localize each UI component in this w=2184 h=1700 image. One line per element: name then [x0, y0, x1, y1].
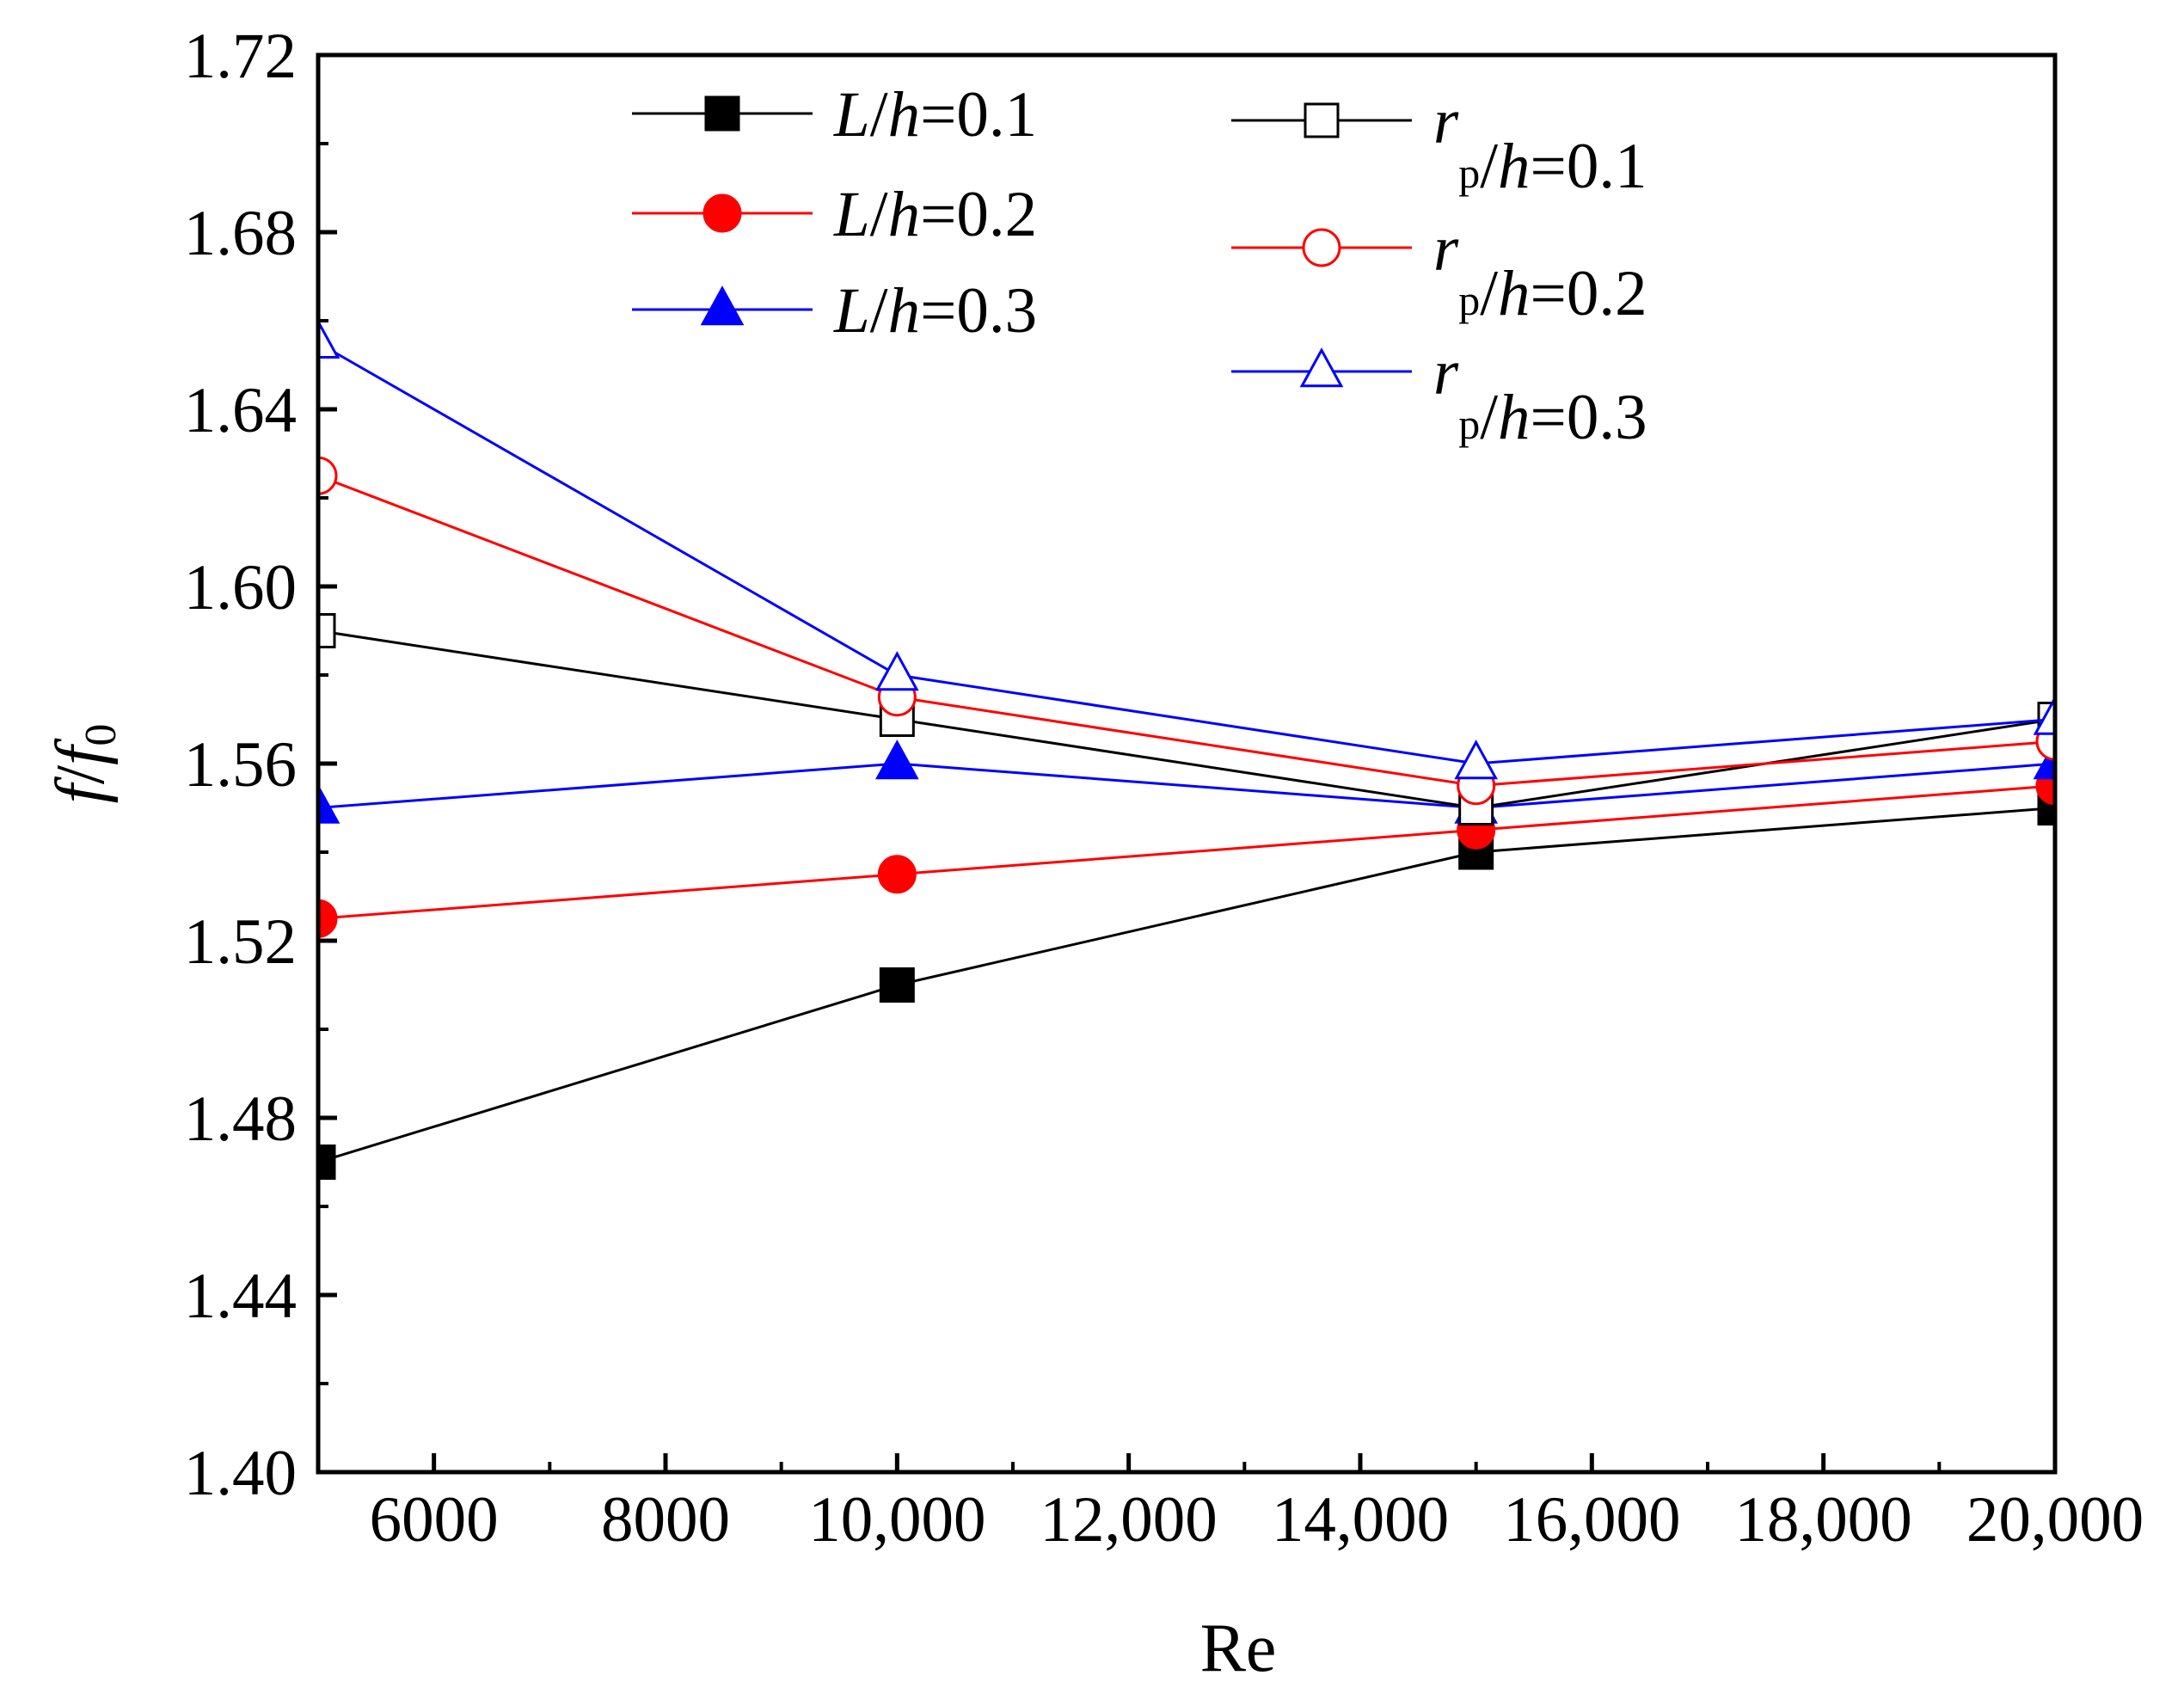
- data-point: [1454, 740, 1499, 780]
- data-point: [318, 613, 336, 648]
- x-tick-label: 12,000: [1040, 1484, 1218, 1556]
- data-point: [318, 318, 340, 359]
- series-line: [318, 784, 2055, 920]
- legend-item: rp/h=0.3: [1231, 337, 1647, 453]
- legend-label: L/h=0.3: [833, 275, 1037, 347]
- series-line: [318, 762, 2055, 810]
- y-tick-label: 1.56: [184, 729, 297, 801]
- y-tick-label: 1.60: [184, 552, 297, 623]
- x-tick-label: 6000: [370, 1484, 499, 1556]
- y-tick-label: 1.40: [184, 1438, 297, 1509]
- legend-label: L/h=0.2: [833, 179, 1037, 250]
- series-5: [318, 318, 2055, 780]
- data-point: [318, 899, 338, 938]
- data-point: [874, 651, 919, 691]
- legend-item: L/h=0.2: [632, 179, 1037, 250]
- x-tick-label: 10,000: [808, 1484, 985, 1556]
- svg-text:f/f0: f/f0: [43, 724, 126, 804]
- y-tick-label: 1.48: [184, 1083, 297, 1155]
- data-point: [318, 783, 340, 824]
- y-tick-label: 1.72: [184, 21, 297, 92]
- legend-marker: [1299, 347, 1344, 388]
- y-axis-title: f/f0: [43, 724, 126, 804]
- legend-marker: [1304, 102, 1340, 138]
- y-axis-title-slash: /: [43, 764, 119, 784]
- legend-item: rp/h=0.2: [1231, 213, 1647, 329]
- legend-marker: [704, 95, 740, 132]
- data-point: [874, 740, 919, 780]
- x-tick-label: 16,000: [1503, 1484, 1680, 1556]
- data-point: [2033, 695, 2055, 735]
- legend-label: L/h=0.1: [833, 79, 1037, 150]
- data-point: [318, 456, 338, 495]
- legend-item: L/h=0.3: [632, 275, 1037, 347]
- y-tick-label: 1.52: [184, 906, 297, 978]
- legend-marker: [702, 193, 742, 233]
- x-tick-label: 18,000: [1735, 1484, 1912, 1556]
- x-tick-label: 8000: [601, 1484, 730, 1556]
- data-point: [879, 967, 915, 1003]
- series-line: [318, 341, 2055, 765]
- data-point: [877, 855, 917, 894]
- legend-item: L/h=0.1: [632, 79, 1037, 150]
- legend-label: rp/h=0.1: [1433, 86, 1647, 202]
- legend-marker: [700, 285, 745, 326]
- y-tick-label: 1.44: [184, 1261, 297, 1332]
- y-tick-label: 1.68: [184, 198, 297, 269]
- y-axis-title-sub: 0: [77, 724, 126, 746]
- series-line: [318, 807, 2055, 1163]
- legend-label: rp/h=0.3: [1433, 337, 1647, 453]
- x-axis-title: Re: [1200, 1611, 1277, 1686]
- legend-label: rp/h=0.2: [1433, 213, 1647, 329]
- x-tick-label: 20,000: [1966, 1484, 2144, 1556]
- x-tick-label: 14,000: [1272, 1484, 1449, 1556]
- legend-item: rp/h=0.1: [1231, 86, 1647, 202]
- legend-marker: [1302, 228, 1341, 267]
- y-tick-label: 1.64: [184, 375, 297, 446]
- series-line: [318, 474, 2055, 788]
- data-point: [318, 1145, 336, 1180]
